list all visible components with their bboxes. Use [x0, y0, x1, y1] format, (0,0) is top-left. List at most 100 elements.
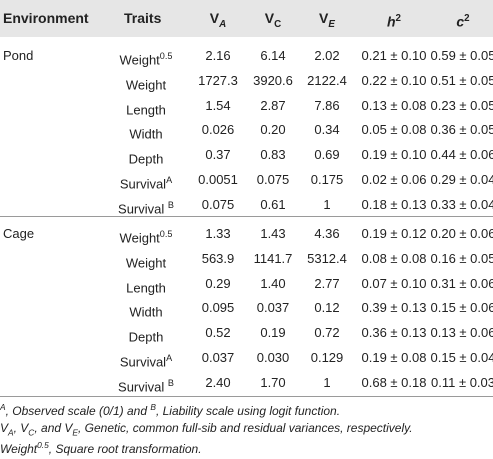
ve-cell: 0.69 — [314, 147, 340, 163]
va-cell: 0.095 — [201, 300, 235, 316]
c2-cell: 0.36 ± 0.05 — [430, 122, 493, 138]
trait-name: Weight — [119, 230, 160, 246]
vc-cell: 1.70 — [260, 374, 286, 390]
c2-cell: 0.16 ± 0.05 — [430, 250, 493, 266]
c2-cell: 0.44 ± 0.06 — [430, 147, 493, 163]
h2-cell: 0.19 ± 0.08 — [361, 350, 427, 365]
h2-cell: 0.22 ± 0.10 — [361, 72, 427, 88]
c2-cell: 0.33 ± 0.04 — [430, 196, 493, 212]
vc-cell: 0.83 — [260, 147, 286, 163]
trait-name: Weight — [125, 255, 167, 271]
ve-cell: 2.02 — [314, 48, 340, 63]
table-row: Depth 0.52 0.19 0.72 0.36 ± 0.13 0.13 ± 0.06 — [0, 322, 493, 344]
trait-superscript: B — [167, 199, 174, 210]
vc-cell: 0.61 — [260, 196, 286, 212]
h2-cell: 0.13 ± 0.08 — [361, 97, 427, 113]
c2-cell: 0.59 ± 0.05 — [430, 48, 493, 63]
va-cell: 1.33 — [205, 226, 231, 241]
c2-cell: 0.15 ± 0.04 — [430, 350, 493, 365]
trait-cell: Weight — [126, 70, 166, 92]
trait-cell: Depth — [129, 322, 164, 345]
trait-superscript: B — [167, 377, 174, 388]
trait-name: Survival — [119, 176, 167, 192]
ve-cell: 0.34 — [314, 122, 340, 138]
trait-name: Weight — [125, 77, 167, 93]
header-vc: VC — [264, 10, 282, 30]
ve-cell: 0.12 — [314, 300, 340, 316]
trait-name: Depth — [128, 151, 164, 167]
vc-cell: 6.14 — [260, 48, 286, 63]
header-h2: h2 — [386, 13, 402, 30]
va-cell: 0.52 — [205, 325, 231, 341]
trait-cell: Length — [126, 273, 166, 295]
vc-cell: 0.20 — [260, 122, 286, 138]
c2-cell: 0.29 ± 0.04 — [430, 172, 493, 187]
table-row: SurvivalA 0.0051 0.075 0.175 0.02 ± 0.06 0.29… — [0, 169, 493, 191]
trait-superscript: 0.5 — [159, 51, 173, 61]
trait-cell: Length — [126, 95, 166, 117]
trait-cell: Width — [129, 297, 163, 320]
vc-cell: 0.037 — [256, 300, 290, 316]
trait-name: Length — [126, 101, 166, 117]
environment-label: Pond — [3, 48, 34, 63]
va-cell: 0.037 — [201, 350, 235, 365]
h2-cell: 0.19 ± 0.12 — [361, 226, 427, 241]
header-va: VA — [209, 10, 227, 30]
va-cell: 2.40 — [205, 374, 231, 390]
trait-name: Survival — [118, 201, 168, 217]
footnote-variances: VA, VC, and VE, Genetic, common full-sib… — [0, 421, 413, 438]
trait-cell: Survival B — [118, 372, 174, 394]
trait-cell: SurvivalA — [120, 347, 172, 369]
c2-cell: 0.20 ± 0.06 — [430, 226, 493, 241]
table-row: Depth 0.37 0.83 0.69 0.19 ± 0.10 0.44 ± 0.06 — [0, 144, 493, 166]
table-row: Weight 563.9 1141.7 5312.4 0.08 ± 0.08 0.16 ±… — [0, 248, 493, 270]
trait-name: Weight — [119, 52, 160, 68]
vc-cell: 3920.6 — [253, 72, 293, 88]
h2-cell: 0.21 ± 0.10 — [361, 48, 427, 63]
trait-cell: Weight0.5 — [120, 223, 173, 245]
h2-cell: 0.05 ± 0.08 — [361, 122, 427, 138]
va-cell: 0.075 — [201, 196, 235, 212]
ve-cell: 1 — [323, 374, 331, 390]
table-row: Weight0.5 2.16 6.14 2.02 0.21 ± 0.10 0.59 ± 0… — [0, 45, 493, 67]
va-cell: 2.16 — [205, 48, 231, 63]
table-row: Width 0.095 0.037 0.12 0.39 ± 0.13 0.15 ± 0.0… — [0, 297, 493, 319]
vc-cell: 1141.7 — [253, 250, 293, 266]
trait-cell: SurvivalA — [120, 169, 172, 191]
vc-cell: 0.075 — [256, 172, 290, 187]
h2-cell: 0.19 ± 0.10 — [361, 147, 427, 163]
trait-cell: Weight — [126, 248, 166, 270]
ve-cell: 1 — [323, 196, 331, 212]
group-separator-rule — [0, 216, 493, 217]
c2-cell: 0.51 ± 0.05 — [430, 72, 493, 88]
h2-cell: 0.08 ± 0.08 — [361, 250, 427, 266]
vc-cell: 0.19 — [260, 325, 286, 341]
header-traits: Traits — [124, 10, 162, 26]
header-environment: Environment — [3, 10, 89, 26]
table-row: Length 1.54 2.87 7.86 0.13 ± 0.08 0.23 ± 0.05 — [0, 95, 493, 117]
va-cell: 0.0051 — [198, 172, 238, 187]
vc-cell: 0.030 — [256, 350, 290, 365]
trait-superscript: A — [166, 353, 173, 363]
trait-cell: Weight0.5 — [120, 45, 173, 67]
table-bottom-rule — [0, 396, 493, 397]
trait-name: Length — [126, 279, 166, 295]
table-row: SurvivalA 0.037 0.030 0.129 0.19 ± 0.08 0.15 … — [0, 347, 493, 369]
c2-cell: 0.23 ± 0.05 — [430, 97, 493, 113]
h2-cell: 0.18 ± 0.13 — [361, 196, 427, 212]
h2-cell: 0.02 ± 0.06 — [361, 172, 427, 187]
va-cell: 0.37 — [205, 147, 231, 163]
c2-cell: 0.31 ± 0.06 — [430, 275, 493, 291]
table-row: Length 0.29 1.40 2.77 0.07 ± 0.10 0.31 ± 0.06 — [0, 273, 493, 295]
header-c2: c2 — [456, 13, 470, 30]
c2-cell: 0.11 ± 0.03 — [431, 374, 493, 390]
trait-name: Width — [129, 304, 163, 320]
ve-cell: 2.77 — [314, 275, 340, 291]
c2-cell: 0.13 ± 0.06 — [430, 325, 493, 341]
vc-cell: 1.40 — [260, 275, 286, 291]
table-header: Environment Traits VA VC VE h2 c2 — [0, 0, 493, 37]
va-cell: 1727.3 — [198, 72, 238, 88]
ve-cell: 0.129 — [310, 350, 344, 365]
h2-cell: 0.07 ± 0.10 — [361, 275, 427, 291]
vc-cell: 1.43 — [260, 226, 286, 241]
